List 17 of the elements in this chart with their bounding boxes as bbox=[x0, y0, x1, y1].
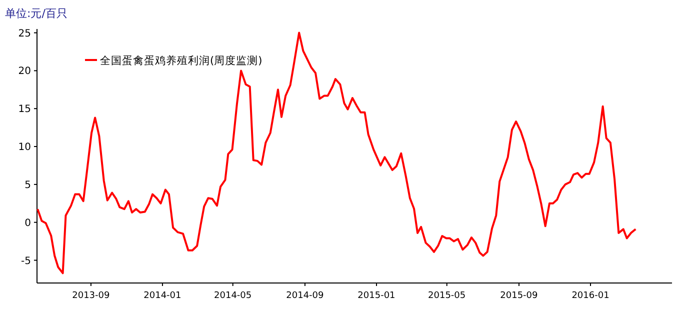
x-tick-label: 2015-09 bbox=[500, 291, 538, 301]
x-tick-label: 2014-09 bbox=[286, 291, 324, 301]
x-tick-label: 2015-01 bbox=[358, 291, 396, 301]
y-tick-label: 25 bbox=[18, 28, 31, 40]
x-tick-label: 2013-09 bbox=[72, 291, 110, 301]
x-tick-label: 2014-01 bbox=[144, 291, 182, 301]
y-tick-label: -5 bbox=[21, 256, 31, 267]
y-tick-label: 0 bbox=[24, 218, 31, 229]
y-tick-label: 5 bbox=[24, 180, 31, 191]
x-tick-label: 2014-05 bbox=[214, 291, 252, 301]
y-tick-label: 10 bbox=[18, 142, 31, 154]
y-tick-label: 15 bbox=[18, 104, 31, 116]
ylabel: 单位:元/百只 bbox=[5, 7, 68, 20]
y-tick-label: 20 bbox=[18, 66, 31, 78]
x-tick-label: 2016-01 bbox=[572, 291, 610, 301]
legend: 全国蛋禽蛋鸡养殖利润(周度监测) bbox=[85, 55, 262, 67]
x-tick-label: 2015-05 bbox=[428, 291, 466, 301]
